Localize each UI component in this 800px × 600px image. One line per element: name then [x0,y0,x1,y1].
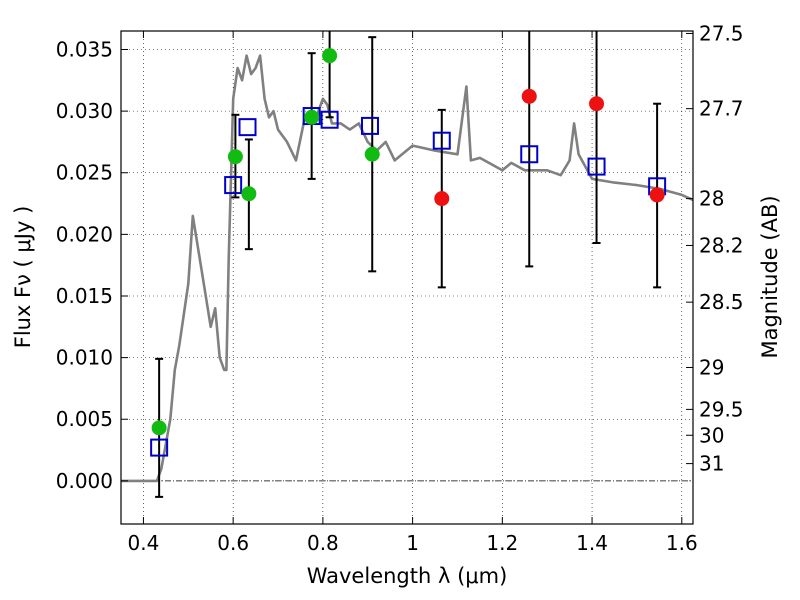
green-data-point [304,109,320,125]
y-tick-label: 0.035 [56,37,113,61]
plot-frame [120,30,694,525]
y2-tick-label: 28 [699,187,724,211]
model-square-point [587,157,606,176]
red-data-point [589,96,605,112]
model-square-point [224,176,243,195]
y-tick-label: 0.030 [56,99,113,123]
x-tick-label: 0.4 [128,531,160,555]
model-square-point [520,145,539,164]
y2-tick-label: 29 [699,355,724,379]
y2-tick-label: 31 [699,452,724,476]
model-square-point [238,118,257,137]
green-data-point [322,48,338,64]
green-data-point [151,420,167,436]
x-tick-label: 0.6 [217,531,249,555]
x-tick-label: 1 [406,531,419,555]
y-axis-title: Flux Fν ( μJy ) [11,206,35,349]
y2-tick-label: 28.2 [699,233,744,257]
x-axis-title: Wavelength λ (μm) [307,564,508,588]
red-data-point [521,88,537,104]
x-tick-label: 1.2 [486,531,518,555]
y2-tick-label: 27.7 [699,97,744,121]
model-square-point [360,116,379,135]
x-tick-label: 1.4 [576,531,608,555]
model-square-point [150,438,169,457]
plot-area [121,31,693,524]
x-tick-label: 0.8 [307,531,339,555]
sed-model-line [121,54,693,483]
ticks [121,31,693,524]
marker-layer [150,48,667,457]
y2-tick-label: 28.5 [699,290,744,314]
red-data-point [649,187,665,203]
y-tick-label: 0.020 [56,222,113,246]
tick-labels: 0.4 0.6 0.8 1 1.2 1.4 1.6 0.000 0.005 0.010 0.015 0… [56,21,744,555]
y-tick-label: 0.025 [56,161,113,185]
green-data-point [227,149,243,165]
green-data-point [241,186,257,202]
y2-tick-label: 30 [699,423,724,447]
red-data-point [434,191,450,207]
y2-axis-title: Magnitude (AB) [758,195,782,358]
y-tick-label: 0.005 [56,407,113,431]
data-layer [121,54,693,483]
y-tick-label: 0.015 [56,284,113,308]
green-data-point [364,146,380,162]
y2-tick-label: 27.5 [699,21,744,45]
model-square-point [432,131,451,150]
model-square-point [320,110,339,129]
y2-tick-label: 29.5 [699,397,744,421]
x-tick-label: 1.6 [666,531,698,555]
y-tick-label: 0.010 [56,346,113,370]
y-tick-label: 0.000 [56,469,113,493]
